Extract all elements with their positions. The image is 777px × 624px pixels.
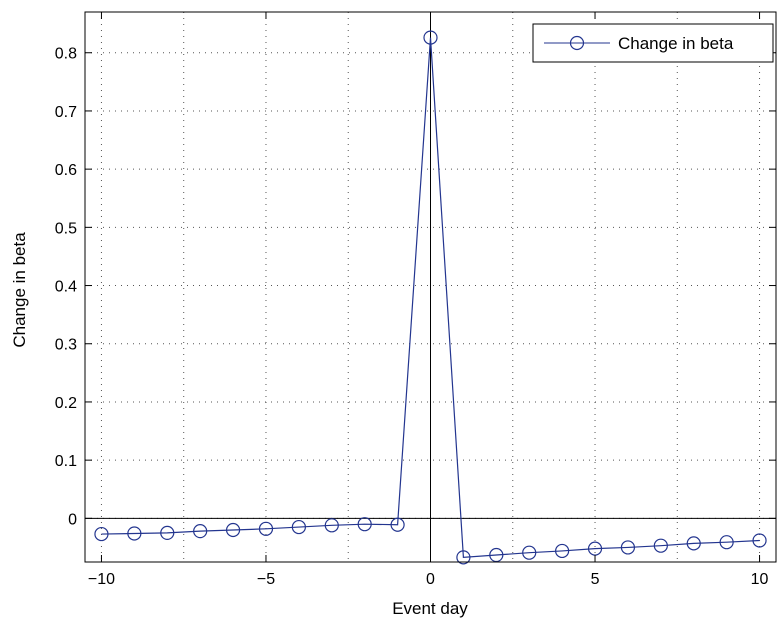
y-tick-label: 0.3 — [55, 337, 77, 354]
x-axis-label: Event day — [392, 599, 468, 618]
y-axis-label: Change in beta — [10, 232, 29, 348]
series-line — [101, 37, 760, 558]
data-point — [752, 533, 767, 548]
data-point — [719, 535, 734, 550]
y-tick-label: 0 — [68, 511, 77, 528]
data-point — [620, 540, 636, 555]
x-axis-tick-labels: −10 −5 0 5 10 — [88, 571, 769, 588]
y-tick-label: 0.7 — [55, 104, 77, 121]
y-tick-label: 0.1 — [55, 453, 77, 470]
y-tick-label: 0.5 — [55, 220, 77, 237]
data-point — [555, 543, 570, 559]
data-series — [94, 30, 767, 565]
x-tick-label: 0 — [426, 571, 435, 588]
data-point — [291, 519, 306, 535]
data-point — [357, 517, 372, 532]
data-point — [160, 525, 175, 540]
data-point — [390, 517, 405, 532]
legend: Change in beta — [532, 23, 774, 63]
y-tick-label: 0.2 — [55, 395, 77, 412]
data-point — [423, 30, 438, 45]
data-point — [258, 521, 274, 536]
y-tick-label: 0.8 — [55, 46, 77, 63]
y-tick-label: 0.4 — [55, 279, 77, 296]
y-axis-tick-labels: 0 0.1 0.2 0.3 0.4 0.5 0.6 0.7 0.8 — [55, 46, 77, 529]
data-point — [193, 524, 208, 539]
data-point — [522, 545, 537, 560]
legend-swatch-marker — [569, 35, 585, 51]
x-tick-label: 10 — [751, 571, 769, 588]
data-point — [324, 518, 339, 533]
data-point — [94, 526, 109, 542]
legend-label: Change in beta — [618, 34, 734, 53]
data-point — [127, 526, 142, 541]
data-point — [225, 522, 241, 538]
y-tick-label: 0.6 — [55, 162, 77, 179]
data-point — [456, 550, 471, 565]
data-point — [686, 536, 701, 551]
axis-ticks — [85, 12, 776, 562]
x-tick-label: 5 — [591, 571, 600, 588]
x-tick-label: −5 — [257, 571, 275, 588]
x-tick-label: −10 — [88, 571, 115, 588]
data-point — [653, 538, 668, 553]
reference-lines — [85, 12, 776, 562]
